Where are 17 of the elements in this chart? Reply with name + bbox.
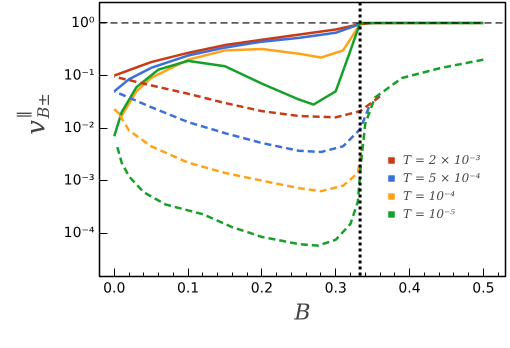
x-tick-label: 0.0 <box>103 280 126 296</box>
legend-label: T = 2 × 10⁻³ <box>403 153 480 167</box>
y-tick-label: 10⁻¹ <box>64 68 95 84</box>
x-tick-label: 0.2 <box>250 280 274 296</box>
x-tick-label: 0.1 <box>176 280 200 296</box>
x-axis-title: B <box>293 300 311 326</box>
legend-label: T = 5 × 10⁻⁴ <box>403 171 480 185</box>
legend-label: T = 10⁻⁴ <box>403 189 456 203</box>
y-tick-label: 10⁻⁴ <box>64 225 95 242</box>
y-axis-title: vB±∥ <box>15 93 53 135</box>
x-tick-label: 0.3 <box>324 280 347 296</box>
y-tick-label: 10⁻² <box>64 120 95 136</box>
y-tick-label: 10⁰ <box>71 14 95 31</box>
x-tick-label: 0.5 <box>472 280 494 296</box>
y-tick-label: 10⁻³ <box>64 172 95 189</box>
x-tick-label: 0.4 <box>398 280 421 296</box>
legend-label: T = 10⁻⁵ <box>403 207 456 221</box>
